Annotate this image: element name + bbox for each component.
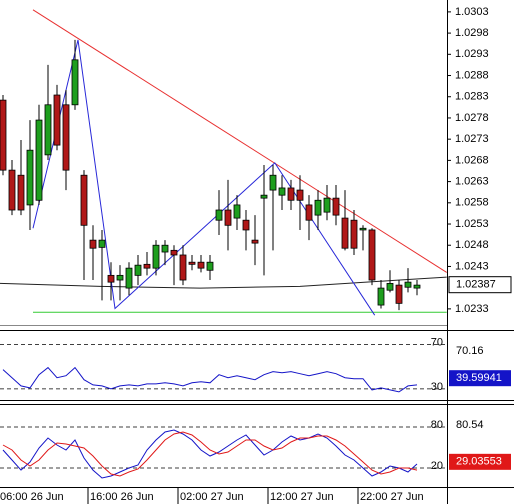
y-tick-label: 1.0283	[455, 91, 489, 103]
candle-body	[71, 59, 79, 106]
candle-body	[134, 264, 142, 276]
level-label: 20	[431, 460, 443, 472]
level-label: 70	[431, 336, 443, 348]
candle-body	[80, 174, 88, 226]
candle-body	[269, 174, 277, 191]
candle-body	[296, 189, 304, 201]
x-tick-label: 02:00 27 Jun	[180, 491, 244, 503]
candle-body	[287, 187, 295, 201]
level-label: 80	[431, 419, 443, 431]
candle-body	[377, 287, 385, 306]
candle-body	[413, 284, 421, 289]
scale-max-label: 80.54	[456, 419, 484, 431]
candle-body	[125, 267, 133, 289]
candle-body	[116, 274, 124, 281]
y-tick-label: 1.0273	[455, 133, 489, 145]
candle-body	[179, 254, 187, 281]
value-label: 39.59941	[456, 372, 502, 384]
y-tick-label: 1.0293	[455, 48, 489, 60]
candle-body	[368, 229, 376, 281]
x-tick-label: 06:00 26 Jun	[0, 491, 64, 503]
candle-body	[8, 169, 16, 211]
indicator-line	[2, 366, 418, 393]
y-tick-label: 1.0298	[455, 27, 489, 39]
candle-body	[17, 174, 25, 211]
y-tick-label: 1.0243	[455, 260, 489, 272]
candle-body	[233, 204, 241, 219]
price-label-box	[448, 276, 512, 294]
y-tick-label: 1.0303	[455, 6, 489, 18]
y-tick-label: 1.0263	[455, 175, 489, 187]
candle-body	[332, 197, 340, 216]
overlay-line	[32, 9, 447, 273]
scale-max-label: 70.16	[456, 345, 484, 357]
candle-body	[170, 249, 178, 256]
value-label: 29.03553	[456, 456, 502, 468]
candle-body	[278, 187, 286, 196]
candle-body	[143, 263, 151, 269]
candle-body	[161, 244, 169, 253]
indicator-line	[2, 429, 418, 479]
candle-body	[224, 209, 232, 226]
candle-body	[395, 284, 403, 304]
candle-body	[53, 94, 61, 146]
y-tick-label: 1.0268	[455, 154, 489, 166]
y-tick-label: 1.0258	[455, 197, 489, 209]
value-label-box	[449, 370, 511, 387]
candle-body	[314, 199, 322, 216]
candle-body	[152, 244, 160, 269]
candle-body	[260, 194, 268, 199]
candle-body	[404, 281, 412, 288]
candle-body	[188, 261, 196, 265]
candle-body	[350, 219, 358, 249]
y-tick-label: 1.0288	[455, 69, 489, 81]
y-tick-label: 1.0278	[455, 112, 489, 124]
x-tick-label: 16:00 26 Jun	[90, 491, 154, 503]
y-tick-label: 1.0248	[455, 239, 489, 251]
candle-body	[0, 99, 7, 171]
x-tick-label: 12:00 27 Jun	[270, 491, 334, 503]
candle-body	[341, 217, 349, 249]
x-tick-label: 22:00 27 Jun	[360, 491, 424, 503]
value-label-box	[449, 453, 511, 470]
y-tick-label: 1.0253	[455, 218, 489, 230]
candle-body	[215, 209, 223, 221]
price-label: 1.02387	[456, 279, 496, 291]
candle-body	[44, 104, 52, 156]
candle-body	[386, 283, 394, 291]
candle-body	[206, 261, 214, 271]
candle-body	[89, 239, 97, 249]
candle-body	[323, 197, 331, 213]
indicator-line	[2, 431, 418, 477]
candle-body	[197, 261, 205, 269]
candle-body	[242, 219, 250, 231]
candle-body	[359, 227, 367, 231]
candle-body	[35, 119, 43, 201]
y-tick-label: 1.0233	[455, 303, 489, 315]
level-label: 30	[431, 381, 443, 393]
candle-body	[26, 149, 34, 206]
candle-body	[305, 204, 313, 221]
candle-body	[98, 239, 106, 248]
candle-body	[107, 274, 115, 283]
candle-body	[62, 104, 70, 171]
candle-body	[251, 239, 259, 244]
